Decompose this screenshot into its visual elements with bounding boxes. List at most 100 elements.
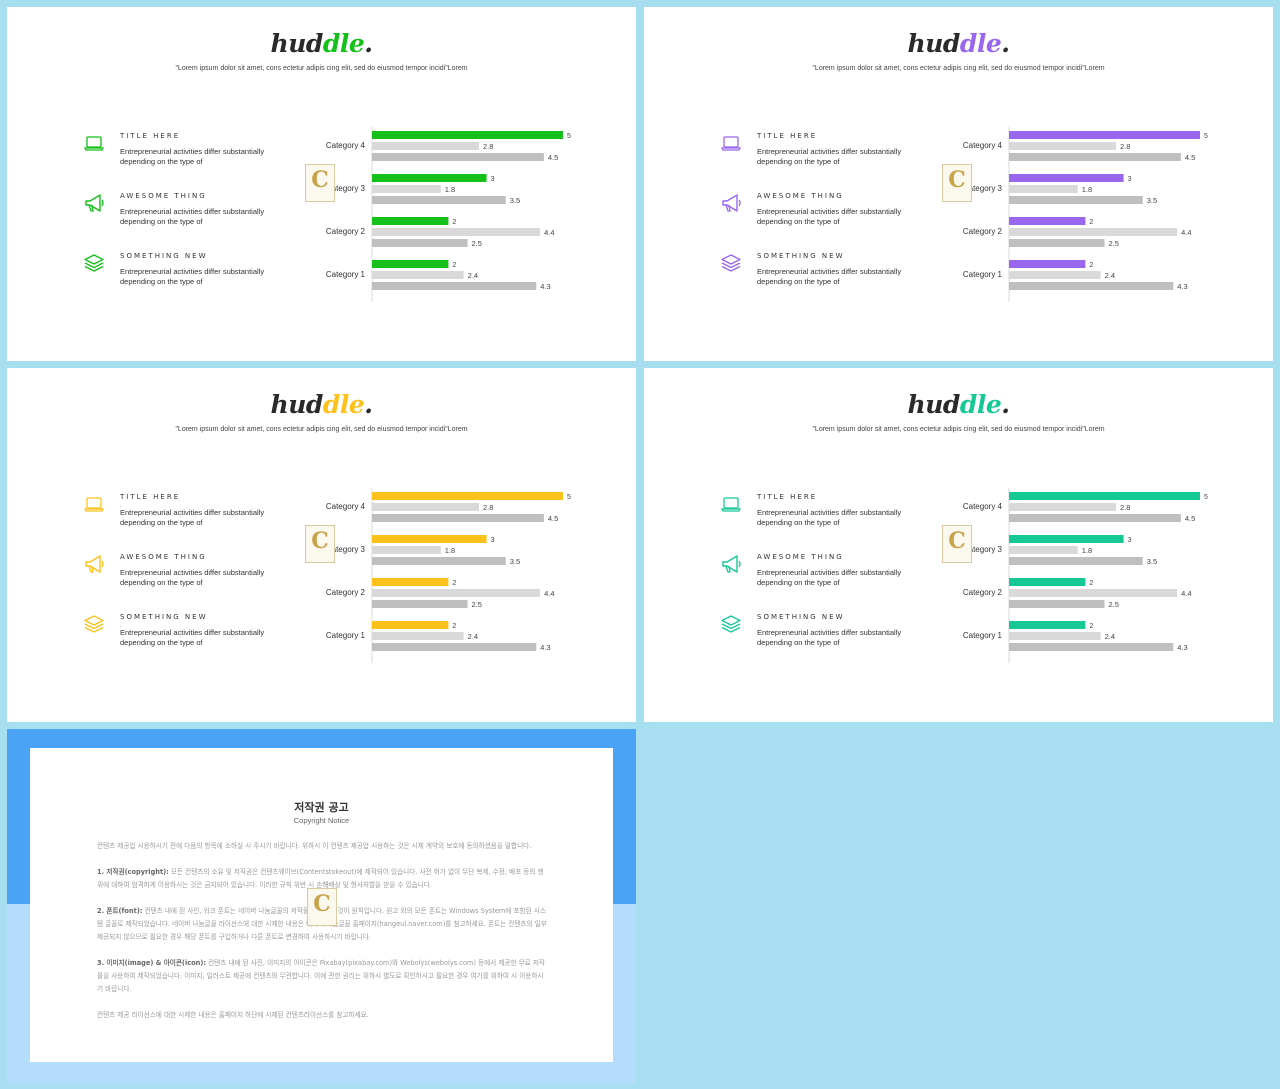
data-label: 5 xyxy=(1204,494,1208,501)
copyright-notice-slide[interactable]: 저작권 공고 Copyright Notice 컨텐츠 제공업 시용하시기 전에… xyxy=(7,729,636,1084)
data-label: 2.4 xyxy=(1105,632,1115,641)
notice-title: 저작권 공고 xyxy=(294,801,349,814)
slide-thumbnail[interactable]: huddle. "Lorem ipsum dolor sit amet, con… xyxy=(7,368,636,722)
category-label: Category 3 xyxy=(963,184,1003,193)
category-label: Category 2 xyxy=(326,588,366,597)
bar xyxy=(372,217,449,225)
data-label: 2 xyxy=(452,580,456,587)
category-label: Category 2 xyxy=(963,227,1003,236)
data-label: 2.5 xyxy=(1109,239,1119,248)
huddle-logo: huddle. xyxy=(907,390,1010,419)
watermark-logo: C xyxy=(307,888,337,926)
bar-chart: 5 2.8 4.5 Category 4 3 1.8 3.5 Category 3 2 4.4 2.… xyxy=(326,488,571,663)
bar xyxy=(1009,260,1086,268)
watermark-logo: C xyxy=(942,525,972,563)
data-label: 4.4 xyxy=(544,228,554,237)
feature-title: AWESOME THING xyxy=(757,553,844,561)
feature-item: AWESOME THING Entrepreneurial activities… xyxy=(720,553,920,601)
feature-title: AWESOME THING xyxy=(120,553,207,561)
bar xyxy=(1009,185,1078,193)
data-label: 2.4 xyxy=(468,271,478,280)
category-label: Category 3 xyxy=(963,545,1003,554)
feature-description: Entrepreneurial activities differ substa… xyxy=(757,568,902,587)
bar xyxy=(372,600,468,608)
feature-item: SOMETHING NEW Entrepreneurial activities… xyxy=(720,252,920,300)
feature-description: Entrepreneurial activities differ substa… xyxy=(120,508,265,527)
bar xyxy=(372,196,506,204)
bar xyxy=(1009,578,1086,586)
feature-description: Entrepreneurial activities differ substa… xyxy=(757,267,902,286)
slide-thumbnail[interactable]: huddle. "Lorem ipsum dolor sit amet, con… xyxy=(644,7,1273,361)
data-label: 4.4 xyxy=(544,589,554,598)
data-label: 2.8 xyxy=(1120,503,1130,512)
bar xyxy=(372,557,506,565)
data-label: 4.5 xyxy=(548,153,558,162)
notice-outro: 컨텐츠 제공 라이선스에 대한 시제한 내용은 홈페이지 하단에 시제된 컨텐츠… xyxy=(97,1011,369,1019)
bar xyxy=(1009,271,1101,279)
category-label: Category 3 xyxy=(326,545,366,554)
data-label: 2.8 xyxy=(1120,142,1130,151)
data-label: 1.8 xyxy=(1082,185,1092,194)
data-label: 2.8 xyxy=(483,142,493,151)
bar xyxy=(1009,196,1143,204)
data-label: 2 xyxy=(1089,623,1093,630)
data-label: 2.5 xyxy=(472,239,482,248)
notice-body: 컨텐츠 제공업 시용하시기 전에 다음의 항목에 소하실 시 주시기 바랍니다.… xyxy=(97,840,549,1035)
megaphone-icon xyxy=(85,555,104,573)
data-label: 3 xyxy=(1128,537,1132,544)
notice-intro: 컨텐츠 제공업 시용하시기 전에 다음의 항목에 소하실 시 주시기 바랍니다.… xyxy=(97,842,532,850)
slide-quote: "Lorem ipsum dolor sit amet, cons ectetu… xyxy=(812,426,1105,433)
bar xyxy=(1009,503,1116,511)
slide-thumbnail[interactable]: huddle. "Lorem ipsum dolor sit amet, con… xyxy=(7,7,636,361)
notice-subtitle: Copyright Notice xyxy=(293,816,350,825)
bar xyxy=(1009,492,1200,500)
bar xyxy=(1009,621,1086,629)
bar xyxy=(1009,600,1105,608)
feature-title: SOMETHING NEW xyxy=(120,252,208,260)
bar xyxy=(372,632,464,640)
slide-thumbnail[interactable]: huddle. "Lorem ipsum dolor sit amet, con… xyxy=(644,368,1273,722)
feature-item: SOMETHING NEW Entrepreneurial activities… xyxy=(720,613,920,661)
category-label: Category 1 xyxy=(326,270,366,279)
bar xyxy=(372,153,544,161)
data-label: 1.8 xyxy=(1082,546,1092,555)
feature-item: AWESOME THING Entrepreneurial activities… xyxy=(83,192,283,240)
feature-item: SOMETHING NEW Entrepreneurial activities… xyxy=(83,252,283,300)
feature-item: TITLE HERE Entrepreneurial activities di… xyxy=(83,493,283,541)
data-label: 4.4 xyxy=(1181,228,1191,237)
bar xyxy=(372,546,441,554)
category-label: Category 4 xyxy=(963,141,1003,150)
laptop-icon xyxy=(83,136,105,151)
feature-description: Entrepreneurial activities differ substa… xyxy=(757,628,902,647)
notice-paragraph: 1. 저작권(copyright): 모든 컨텐츠의 소유 및 저작권은 컨텐츠… xyxy=(97,868,544,889)
data-label: 2.5 xyxy=(472,600,482,609)
category-label: Category 2 xyxy=(326,227,366,236)
feature-item: AWESOME THING Entrepreneurial activities… xyxy=(83,553,283,601)
bar xyxy=(1009,239,1105,247)
slide-quote: "Lorem ipsum dolor sit amet, cons ectetu… xyxy=(175,65,468,72)
data-label: 2.5 xyxy=(1109,600,1119,609)
bar xyxy=(1009,632,1101,640)
data-label: 4.3 xyxy=(1177,643,1187,652)
data-label: 4.5 xyxy=(548,514,558,523)
bar xyxy=(1009,131,1200,139)
feature-description: Entrepreneurial activities differ substa… xyxy=(120,267,265,286)
data-label: 4.3 xyxy=(540,282,550,291)
feature-description: Entrepreneurial activities differ substa… xyxy=(757,147,902,166)
bar xyxy=(372,131,563,139)
data-label: 1.8 xyxy=(445,185,455,194)
notice-card: 저작권 공고 Copyright Notice 컨텐츠 제공업 시용하시기 전에… xyxy=(30,748,613,1062)
data-label: 2 xyxy=(452,262,456,269)
bar-chart: 5 2.8 4.5 Category 4 3 1.8 3.5 Category 3 2 4.4 2.… xyxy=(963,127,1208,302)
megaphone-icon xyxy=(722,555,741,573)
feature-item: TITLE HERE Entrepreneurial activities di… xyxy=(720,132,920,180)
data-label: 2 xyxy=(1089,580,1093,587)
feature-item: TITLE HERE Entrepreneurial activities di… xyxy=(720,493,920,541)
category-label: Category 2 xyxy=(963,588,1003,597)
data-label: 4.5 xyxy=(1185,153,1195,162)
data-label: 3 xyxy=(1128,176,1132,183)
bar xyxy=(1009,142,1116,150)
bar xyxy=(372,271,464,279)
bar xyxy=(372,514,544,522)
data-label: 2.4 xyxy=(1105,271,1115,280)
